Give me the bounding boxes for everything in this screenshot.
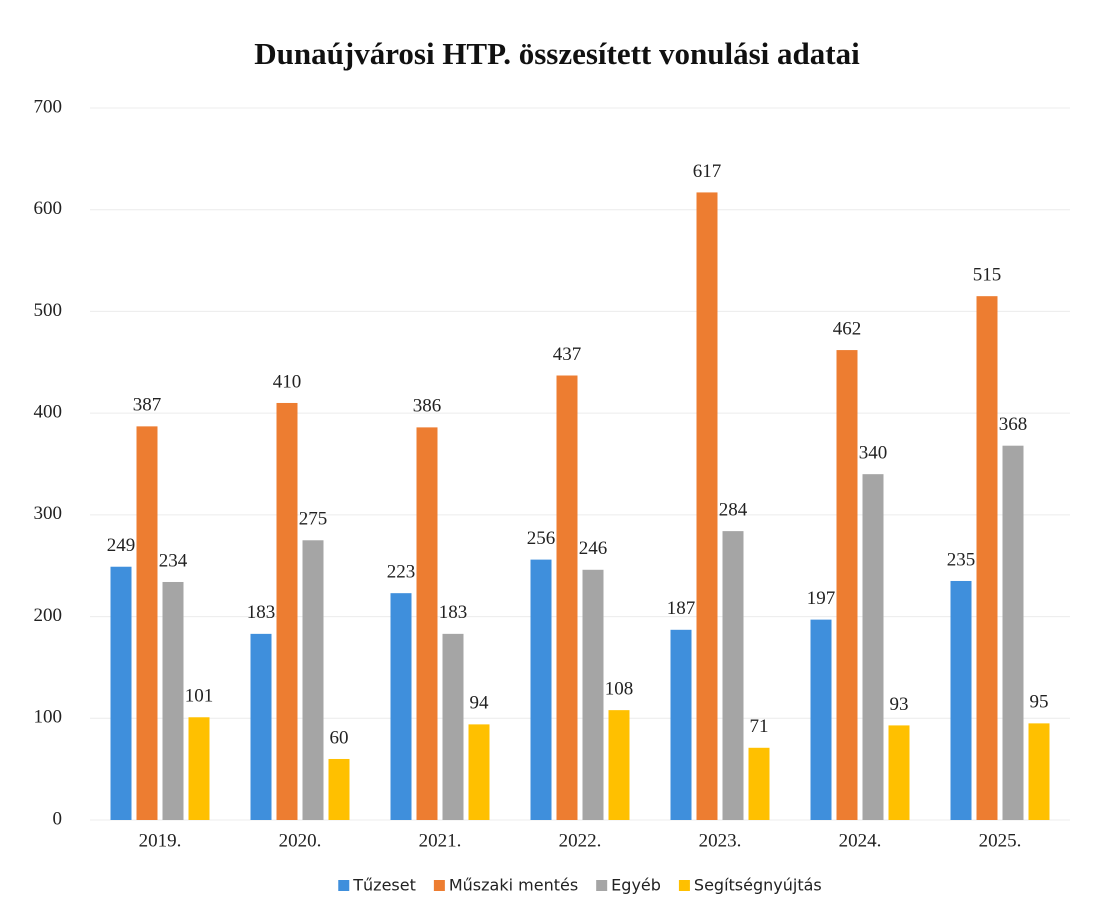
bar	[162, 581, 184, 820]
bar	[302, 540, 324, 820]
value-label: 95	[1030, 692, 1049, 713]
y-tick-label: 0	[53, 808, 63, 829]
bar	[722, 531, 744, 820]
value-label: 183	[247, 602, 276, 623]
bar	[582, 569, 604, 820]
value-label: 60	[330, 727, 349, 748]
value-label: 462	[833, 318, 862, 339]
bar	[1028, 723, 1050, 820]
bar	[136, 426, 158, 820]
value-label: 515	[973, 265, 1002, 286]
y-tick-label: 500	[34, 300, 63, 321]
x-tick-label: 2022.	[559, 830, 602, 851]
bar	[416, 427, 438, 820]
bar	[862, 474, 884, 820]
bar	[328, 758, 350, 820]
bar	[608, 710, 630, 820]
value-label: 94	[470, 693, 490, 714]
bar	[976, 296, 998, 821]
x-tick-label: 2020.	[279, 830, 322, 851]
value-label: 410	[273, 371, 302, 392]
bar	[696, 192, 718, 820]
legend-swatch	[678, 880, 690, 891]
y-tick-label: 200	[34, 605, 63, 626]
value-label: 234	[159, 550, 188, 571]
value-label: 284	[719, 499, 748, 520]
x-tick-label: 2021.	[419, 830, 462, 851]
y-tick-label: 600	[34, 198, 63, 219]
value-label: 93	[890, 694, 909, 715]
bar	[836, 350, 858, 820]
value-label: 101	[185, 686, 214, 707]
bar	[442, 633, 464, 820]
x-tick-label: 2019.	[139, 830, 182, 851]
bar	[888, 725, 910, 820]
value-label: 223	[387, 562, 416, 583]
legend-label: Tűzeset	[352, 876, 416, 895]
value-label: 387	[133, 395, 162, 416]
legend-label: Egyéb	[611, 876, 661, 895]
value-label: 197	[807, 588, 836, 609]
chart-title: Dunaújvárosi HTP. összesített vonulási a…	[254, 36, 860, 71]
y-tick-label: 100	[34, 707, 63, 728]
value-label: 183	[439, 602, 468, 623]
legend-label: Műszaki mentés	[449, 876, 578, 895]
y-tick-label: 300	[34, 503, 63, 524]
legend-swatch	[338, 880, 350, 891]
x-tick-label: 2024.	[839, 830, 882, 851]
x-tick-label: 2023.	[699, 830, 742, 851]
x-tick-label: 2025.	[979, 830, 1022, 851]
legend-swatch	[433, 880, 445, 891]
bar	[468, 724, 490, 820]
value-label: 71	[750, 716, 769, 737]
bar	[670, 629, 692, 820]
y-tick-label: 400	[34, 402, 63, 423]
bar	[950, 580, 972, 820]
value-label: 249	[107, 535, 136, 556]
value-label: 256	[527, 528, 556, 549]
bar	[276, 402, 298, 820]
bar	[110, 566, 132, 820]
value-label: 235	[947, 549, 976, 570]
y-tick-label: 700	[34, 96, 63, 117]
bar	[748, 747, 770, 820]
value-label: 368	[999, 414, 1028, 435]
value-label: 340	[859, 443, 888, 464]
legend-label: Segítségnyújtás	[694, 876, 822, 895]
bar	[810, 619, 832, 820]
value-label: 187	[667, 598, 696, 619]
bar	[188, 717, 210, 820]
value-label: 275	[299, 509, 328, 530]
legend-swatch	[596, 880, 608, 891]
bar	[1002, 445, 1024, 820]
value-label: 108	[605, 679, 634, 700]
bar	[390, 593, 412, 820]
value-label: 617	[693, 161, 722, 182]
value-label: 437	[553, 344, 582, 365]
bar	[556, 375, 578, 820]
value-label: 386	[413, 396, 442, 417]
bar	[530, 559, 552, 820]
bar	[250, 633, 272, 820]
value-label: 246	[579, 538, 608, 559]
